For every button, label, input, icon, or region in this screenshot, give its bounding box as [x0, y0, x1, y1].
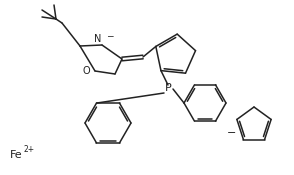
Text: −: − — [227, 128, 237, 138]
Text: O: O — [82, 66, 90, 76]
Text: N: N — [93, 34, 101, 44]
Text: 2+: 2+ — [24, 145, 35, 155]
Text: Fe: Fe — [10, 150, 23, 160]
Text: P: P — [165, 83, 171, 93]
Text: −: − — [106, 31, 113, 40]
